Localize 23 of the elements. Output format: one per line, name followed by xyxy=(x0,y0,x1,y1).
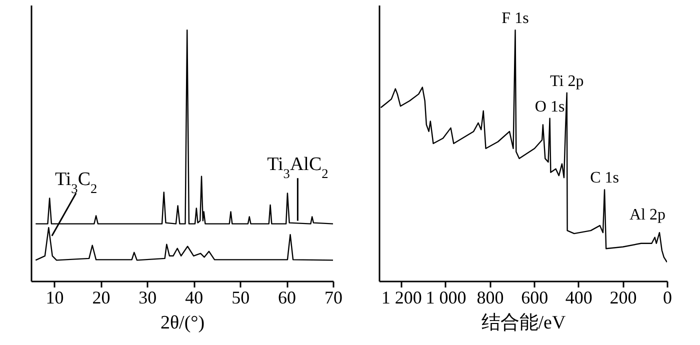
x-tick-label: 800 xyxy=(476,288,504,308)
x-tick-label: 1 000 xyxy=(426,288,466,308)
annotation: Ti$_{3}$AlC$_{2}$ xyxy=(267,154,328,181)
x-tick-label: 0 xyxy=(663,288,672,308)
x-axis-title: 2θ/(°) xyxy=(160,312,205,334)
x-tick-label: 40 xyxy=(185,288,204,308)
x-tick-label: 600 xyxy=(521,288,548,308)
annotation: C 1s xyxy=(590,170,619,187)
x-axis-title: 结合能/eV xyxy=(481,312,566,334)
x-tick-label: 60 xyxy=(278,288,296,308)
x-tick-label: 70 xyxy=(324,288,342,308)
x-tick-label: 400 xyxy=(565,288,592,308)
x-tick-label: 20 xyxy=(92,288,110,308)
annotation: Al 2p xyxy=(629,206,666,224)
annotation: O 1s xyxy=(534,98,565,116)
annotation: F 1s xyxy=(502,10,529,28)
annotation: Ti$_{3}$C$_{2}$ xyxy=(54,169,98,196)
annotation: Ti 2p xyxy=(550,72,584,90)
x-tick-label: 200 xyxy=(610,288,637,308)
x-tick-label: 30 xyxy=(138,288,157,308)
x-tick-label: 1 200 xyxy=(381,288,422,308)
x-tick-label: 50 xyxy=(232,288,250,308)
x-tick-label: 10 xyxy=(46,288,64,308)
